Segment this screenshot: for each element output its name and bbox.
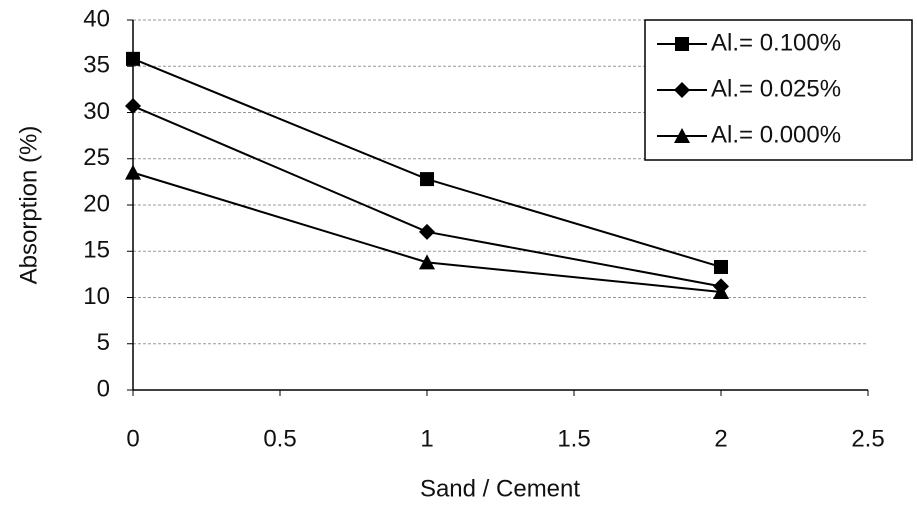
legend-label: Al.= 0.000%: [711, 121, 841, 148]
marker: [714, 259, 728, 274]
y-tick-label: 40: [83, 5, 110, 32]
marker: [126, 51, 140, 66]
marker: [674, 82, 690, 98]
legend-label: Al.= 0.025%: [711, 75, 841, 102]
marker: [713, 283, 729, 299]
y-tick-label: 15: [83, 237, 110, 264]
y-axis-label: Absorption (%): [15, 126, 42, 285]
y-tick-label: 10: [83, 283, 110, 310]
y-tick-label: 20: [83, 190, 110, 217]
x-tick-label: 0: [126, 425, 139, 452]
marker: [674, 128, 690, 143]
x-tick-label: 0.5: [263, 425, 296, 452]
marker: [675, 37, 689, 51]
legend-label: Al.= 0.100%: [711, 29, 841, 56]
marker: [420, 172, 434, 187]
x-tick-label: 1.5: [557, 425, 590, 452]
x-tick-label: 2.5: [851, 425, 884, 452]
y-tick-label: 30: [83, 98, 110, 125]
y-tick-label: 5: [97, 329, 110, 356]
marker: [419, 223, 435, 240]
x-axis-label: Sand / Cement: [420, 475, 580, 502]
x-tick-label: 2: [714, 425, 727, 452]
marker: [125, 98, 141, 115]
y-tick-label: 25: [83, 144, 110, 171]
marker: [419, 254, 435, 270]
marker: [125, 164, 141, 180]
y-tick-label: 35: [83, 52, 110, 79]
x-tick-label: 1: [420, 425, 433, 452]
y-tick-label: 0: [97, 375, 110, 402]
